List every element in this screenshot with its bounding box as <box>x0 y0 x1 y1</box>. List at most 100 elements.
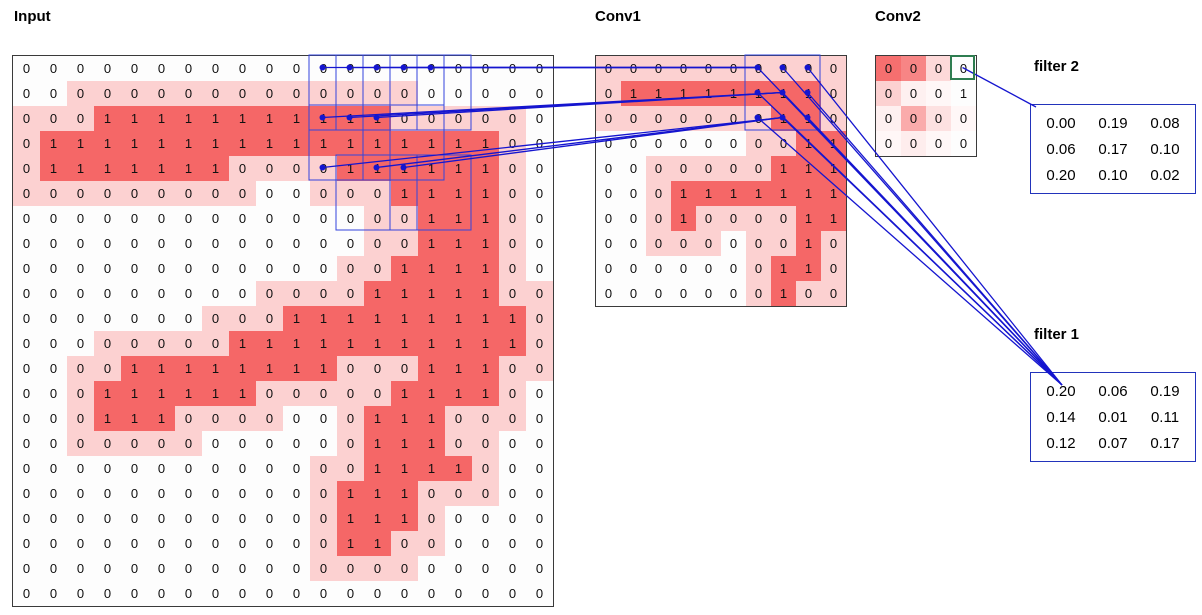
grid-cell: 0 <box>121 181 148 206</box>
grid-cell: 0 <box>121 206 148 231</box>
grid-cell: 1 <box>40 156 67 181</box>
grid-cell: 0 <box>337 431 364 456</box>
grid-cell: 0 <box>526 131 553 156</box>
grid-cell: 0 <box>202 81 229 106</box>
grid-cell: 1 <box>472 131 499 156</box>
grid-cell: 0 <box>283 156 310 181</box>
grid-cell: 0 <box>901 56 926 81</box>
grid-cell: 0 <box>472 106 499 131</box>
grid-cell: 0 <box>67 231 94 256</box>
grid-cell: 0 <box>445 581 472 606</box>
grid-cell: 0 <box>499 531 526 556</box>
grid-cell: 0 <box>121 431 148 456</box>
grid-cell: 0 <box>337 81 364 106</box>
grid-cell: 0 <box>121 81 148 106</box>
grid-cell: 0 <box>67 281 94 306</box>
grid-cell: 0 <box>876 81 901 106</box>
grid-cell: 1 <box>391 381 418 406</box>
grid-cell: 0 <box>94 231 121 256</box>
grid-cell: 0 <box>596 131 621 156</box>
grid-cell: 1 <box>391 431 418 456</box>
grid-cell: 0 <box>67 106 94 131</box>
grid-cell: 1 <box>445 331 472 356</box>
grid-cell: 0 <box>40 356 67 381</box>
grid-cell: 0 <box>202 406 229 431</box>
grid-cell: 0 <box>721 206 746 231</box>
grid-cell: 1 <box>256 131 283 156</box>
filter-value: 0.17 <box>1150 434 1180 452</box>
grid-cell: 0 <box>771 56 796 81</box>
grid-cell: 1 <box>391 456 418 481</box>
grid-cell: 0 <box>94 506 121 531</box>
grid-cell: 1 <box>796 206 821 231</box>
grid-cell: 1 <box>364 331 391 356</box>
grid-cell: 0 <box>646 206 671 231</box>
grid-cell: 0 <box>94 56 121 81</box>
grid-cell: 0 <box>646 106 671 131</box>
grid-cell: 0 <box>94 556 121 581</box>
grid-cell: 1 <box>621 81 646 106</box>
conv1-title: Conv1 <box>595 8 641 25</box>
grid-cell: 1 <box>445 456 472 481</box>
grid-cell: 0 <box>283 231 310 256</box>
grid-cell: 0 <box>418 506 445 531</box>
grid-cell: 1 <box>821 181 846 206</box>
grid-cell: 0 <box>310 406 337 431</box>
grid-cell: 0 <box>148 181 175 206</box>
grid-cell: 0 <box>256 56 283 81</box>
grid-cell: 0 <box>67 181 94 206</box>
grid-cell: 0 <box>746 231 771 256</box>
grid-cell: 0 <box>445 556 472 581</box>
grid-cell: 0 <box>499 156 526 181</box>
grid-cell: 0 <box>283 281 310 306</box>
grid-cell: 1 <box>256 106 283 131</box>
grid-cell: 1 <box>796 156 821 181</box>
grid-cell: 0 <box>229 281 256 306</box>
grid-cell: 0 <box>310 531 337 556</box>
grid-cell: 1 <box>202 356 229 381</box>
grid-cell: 0 <box>283 531 310 556</box>
grid-cell: 0 <box>746 206 771 231</box>
grid-cell: 0 <box>671 156 696 181</box>
grid-cell: 1 <box>310 356 337 381</box>
grid-cell: 1 <box>256 331 283 356</box>
grid-cell: 0 <box>596 206 621 231</box>
grid-cell: 1 <box>445 306 472 331</box>
grid-cell: 0 <box>283 581 310 606</box>
grid-cell: 0 <box>40 456 67 481</box>
grid-cell: 0 <box>148 206 175 231</box>
grid-cell: 0 <box>67 506 94 531</box>
grid-cell: 0 <box>821 256 846 281</box>
grid-cell: 0 <box>391 56 418 81</box>
grid-cell: 0 <box>721 256 746 281</box>
grid-cell: 0 <box>526 206 553 231</box>
grid-cell: 0 <box>40 331 67 356</box>
grid-cell: 1 <box>121 356 148 381</box>
grid-cell: 0 <box>646 281 671 306</box>
grid-cell: 1 <box>418 331 445 356</box>
grid-cell: 0 <box>283 206 310 231</box>
grid-cell: 0 <box>256 181 283 206</box>
grid-cell: 1 <box>472 381 499 406</box>
grid-cell: 0 <box>121 531 148 556</box>
grid-cell: 1 <box>364 456 391 481</box>
grid-cell: 0 <box>821 56 846 81</box>
grid-cell: 0 <box>391 531 418 556</box>
conv2-highlight-box <box>950 55 975 80</box>
grid-cell: 1 <box>391 506 418 531</box>
grid-cell: 0 <box>526 556 553 581</box>
grid-cell: 1 <box>418 306 445 331</box>
grid-cell: 0 <box>337 356 364 381</box>
grid-cell: 1 <box>175 156 202 181</box>
grid-cell: 1 <box>746 81 771 106</box>
grid-cell: 0 <box>148 481 175 506</box>
grid-cell: 0 <box>283 431 310 456</box>
grid-cell: 1 <box>418 381 445 406</box>
grid-cell: 1 <box>94 406 121 431</box>
grid-cell: 1 <box>472 256 499 281</box>
grid-cell: 0 <box>796 56 821 81</box>
grid-cell: 0 <box>926 106 951 131</box>
grid-cell: 0 <box>821 281 846 306</box>
grid-cell: 0 <box>283 81 310 106</box>
grid-cell: 0 <box>418 556 445 581</box>
